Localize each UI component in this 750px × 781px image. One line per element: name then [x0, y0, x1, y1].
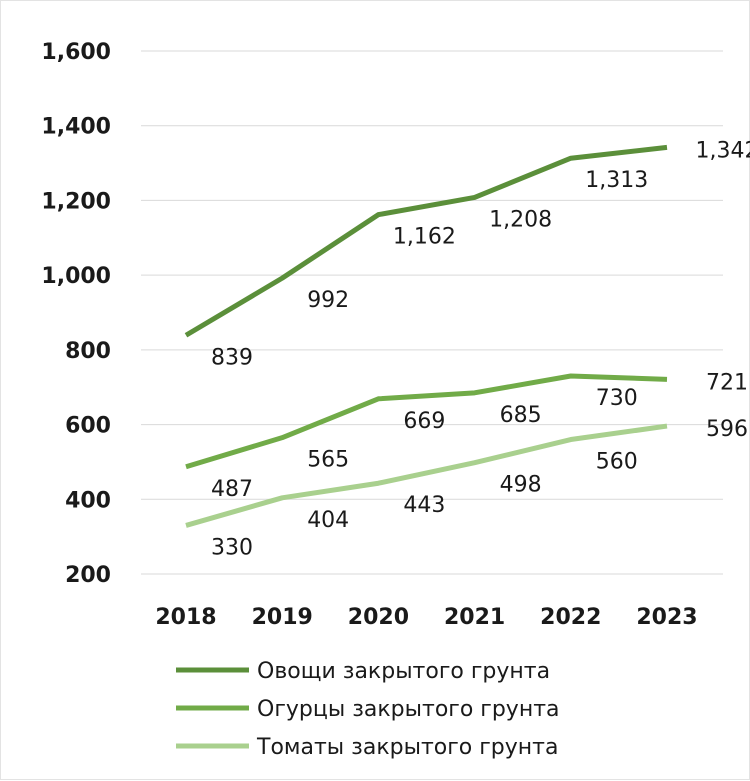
- x-tick-label: 2022: [540, 605, 601, 630]
- data-label: 1,162: [393, 225, 456, 250]
- data-label: 330: [211, 535, 253, 560]
- data-label: 1,342: [696, 138, 750, 163]
- data-label: 443: [403, 493, 445, 518]
- data-label: 1,208: [489, 207, 552, 232]
- y-tick-label: 1,400: [41, 115, 111, 140]
- data-label: 992: [307, 288, 349, 313]
- data-label: 730: [596, 386, 638, 411]
- legend-label: Огурцы закрытого грунта: [257, 697, 560, 722]
- y-tick-label: 400: [65, 488, 111, 513]
- data-label: 596: [706, 417, 748, 442]
- data-label: 685: [500, 403, 542, 428]
- data-label: 721: [706, 370, 748, 395]
- y-tick-label: 600: [65, 414, 111, 439]
- x-tick-label: 2018: [155, 605, 216, 630]
- data-label: 560: [596, 450, 638, 475]
- legend: Овощи закрытого грунта Огурцы закрытого г…: [176, 659, 560, 760]
- x-tick-label: 2019: [252, 605, 313, 630]
- data-label: 1,313: [585, 168, 648, 193]
- legend-label: Томаты закрытого грунта: [256, 735, 558, 760]
- data-label: 839: [211, 345, 253, 370]
- x-axis-ticks: 2018 2019 2020 2021 2022 2023: [155, 605, 697, 630]
- data-label: 565: [307, 448, 349, 473]
- data-label: 669: [403, 409, 445, 434]
- y-tick-label: 1,000: [41, 264, 111, 289]
- x-tick-label: 2023: [636, 605, 697, 630]
- x-tick-label: 2021: [444, 605, 505, 630]
- x-tick-label: 2020: [348, 605, 409, 630]
- data-label: 498: [500, 473, 542, 498]
- y-tick-label: 1,600: [41, 40, 111, 65]
- y-axis-ticks: 200 400 600 800 1,000 1,200 1,400 1,600: [41, 40, 111, 588]
- y-tick-label: 1,200: [41, 189, 111, 214]
- y-tick-label: 200: [65, 563, 111, 588]
- y-tick-label: 800: [65, 339, 111, 364]
- data-label: 487: [211, 477, 253, 502]
- data-label: 404: [307, 508, 349, 533]
- legend-label: Овощи закрытого грунта: [257, 659, 550, 684]
